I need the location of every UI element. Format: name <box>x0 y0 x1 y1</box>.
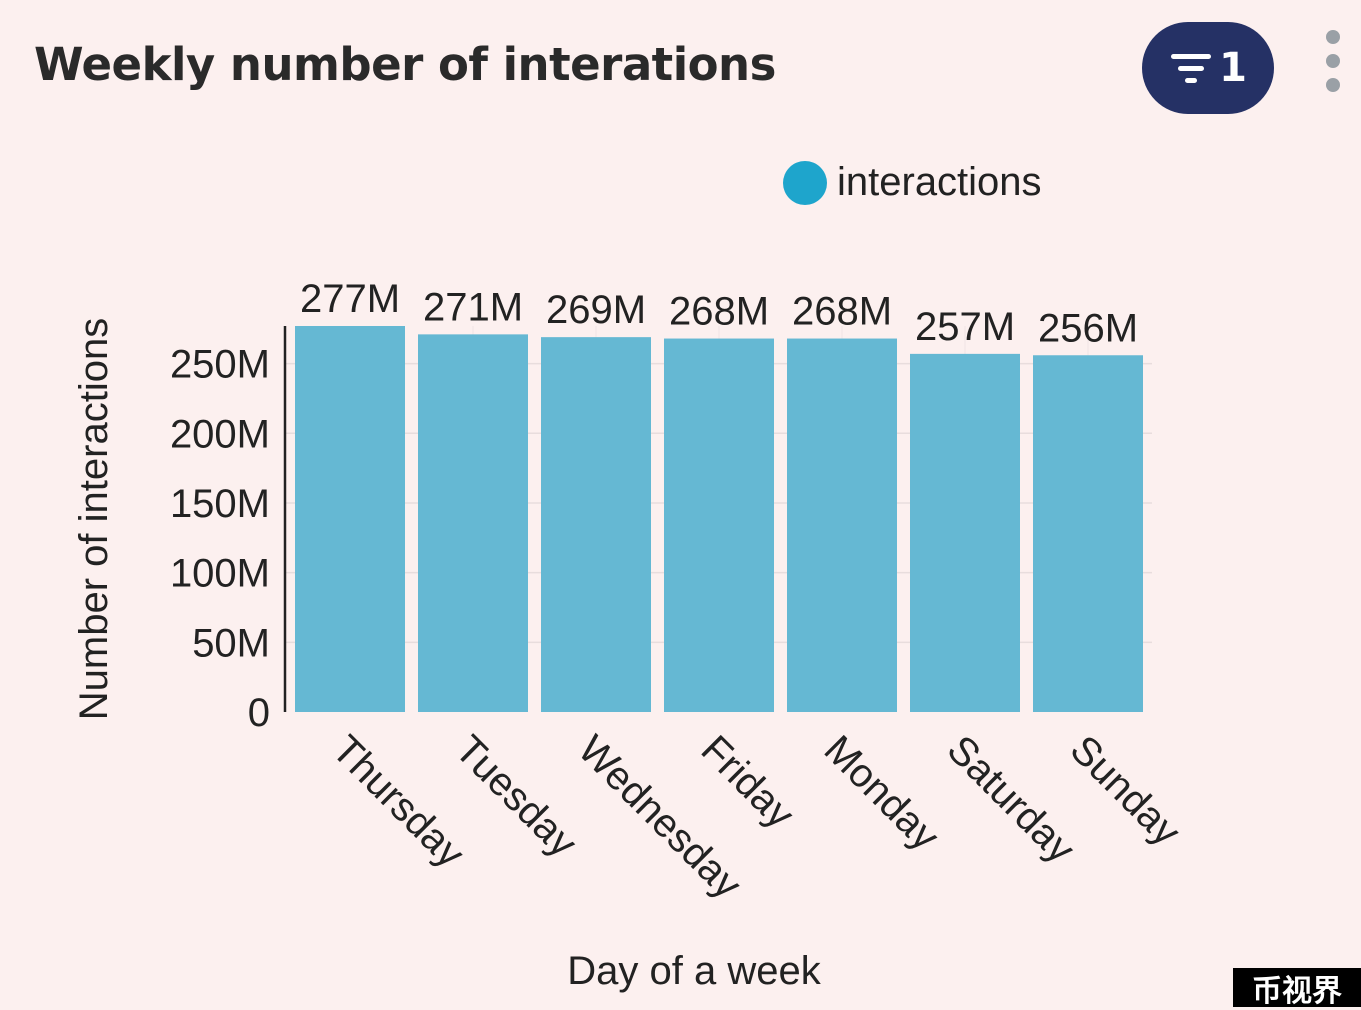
y-tick-label: 200M <box>170 412 270 456</box>
bar-friday <box>664 338 774 712</box>
data-label: 277M <box>300 277 400 321</box>
data-label: 257M <box>915 305 1015 349</box>
more-options-icon[interactable] <box>1318 30 1348 92</box>
bar-tuesday <box>418 334 528 712</box>
y-axis-title: Number of interactions <box>72 318 116 720</box>
data-label: 269M <box>546 288 646 332</box>
filter-button[interactable]: 1 <box>1142 22 1274 114</box>
legend: interactions <box>783 160 1042 205</box>
y-tick-label: 50M <box>192 621 270 665</box>
bar-sunday <box>1033 355 1143 712</box>
filter-count-badge: 1 <box>1219 45 1247 91</box>
data-label: 271M <box>423 285 523 329</box>
bar-saturday <box>910 353 1020 712</box>
chart-title: Weekly number of interations <box>34 38 776 91</box>
y-tick-label: 250M <box>170 343 270 387</box>
x-tick-label: Sunday <box>1062 727 1189 854</box>
legend-swatch <box>783 160 827 205</box>
x-tick-label: Friday <box>693 727 803 837</box>
y-tick-label: 100M <box>170 552 270 596</box>
bar-thursday <box>295 326 405 712</box>
x-tick-label: Thursday <box>324 727 473 876</box>
bar-monday <box>787 338 897 712</box>
data-label: 268M <box>792 290 892 334</box>
x-axis-title: Day of a week <box>567 949 821 993</box>
y-tick-label: 0 <box>248 691 270 735</box>
data-label: 256M <box>1038 306 1138 350</box>
data-label: 268M <box>669 290 769 334</box>
legend-label: interactions <box>837 160 1042 204</box>
watermark-badge: 币视界 <box>1233 968 1361 1009</box>
x-tick-label: Saturday <box>939 727 1083 871</box>
x-tick-label: Monday <box>816 727 948 859</box>
filter-icon <box>1171 54 1212 83</box>
y-tick-label: 150M <box>170 482 270 526</box>
bar-wednesday <box>541 337 651 712</box>
